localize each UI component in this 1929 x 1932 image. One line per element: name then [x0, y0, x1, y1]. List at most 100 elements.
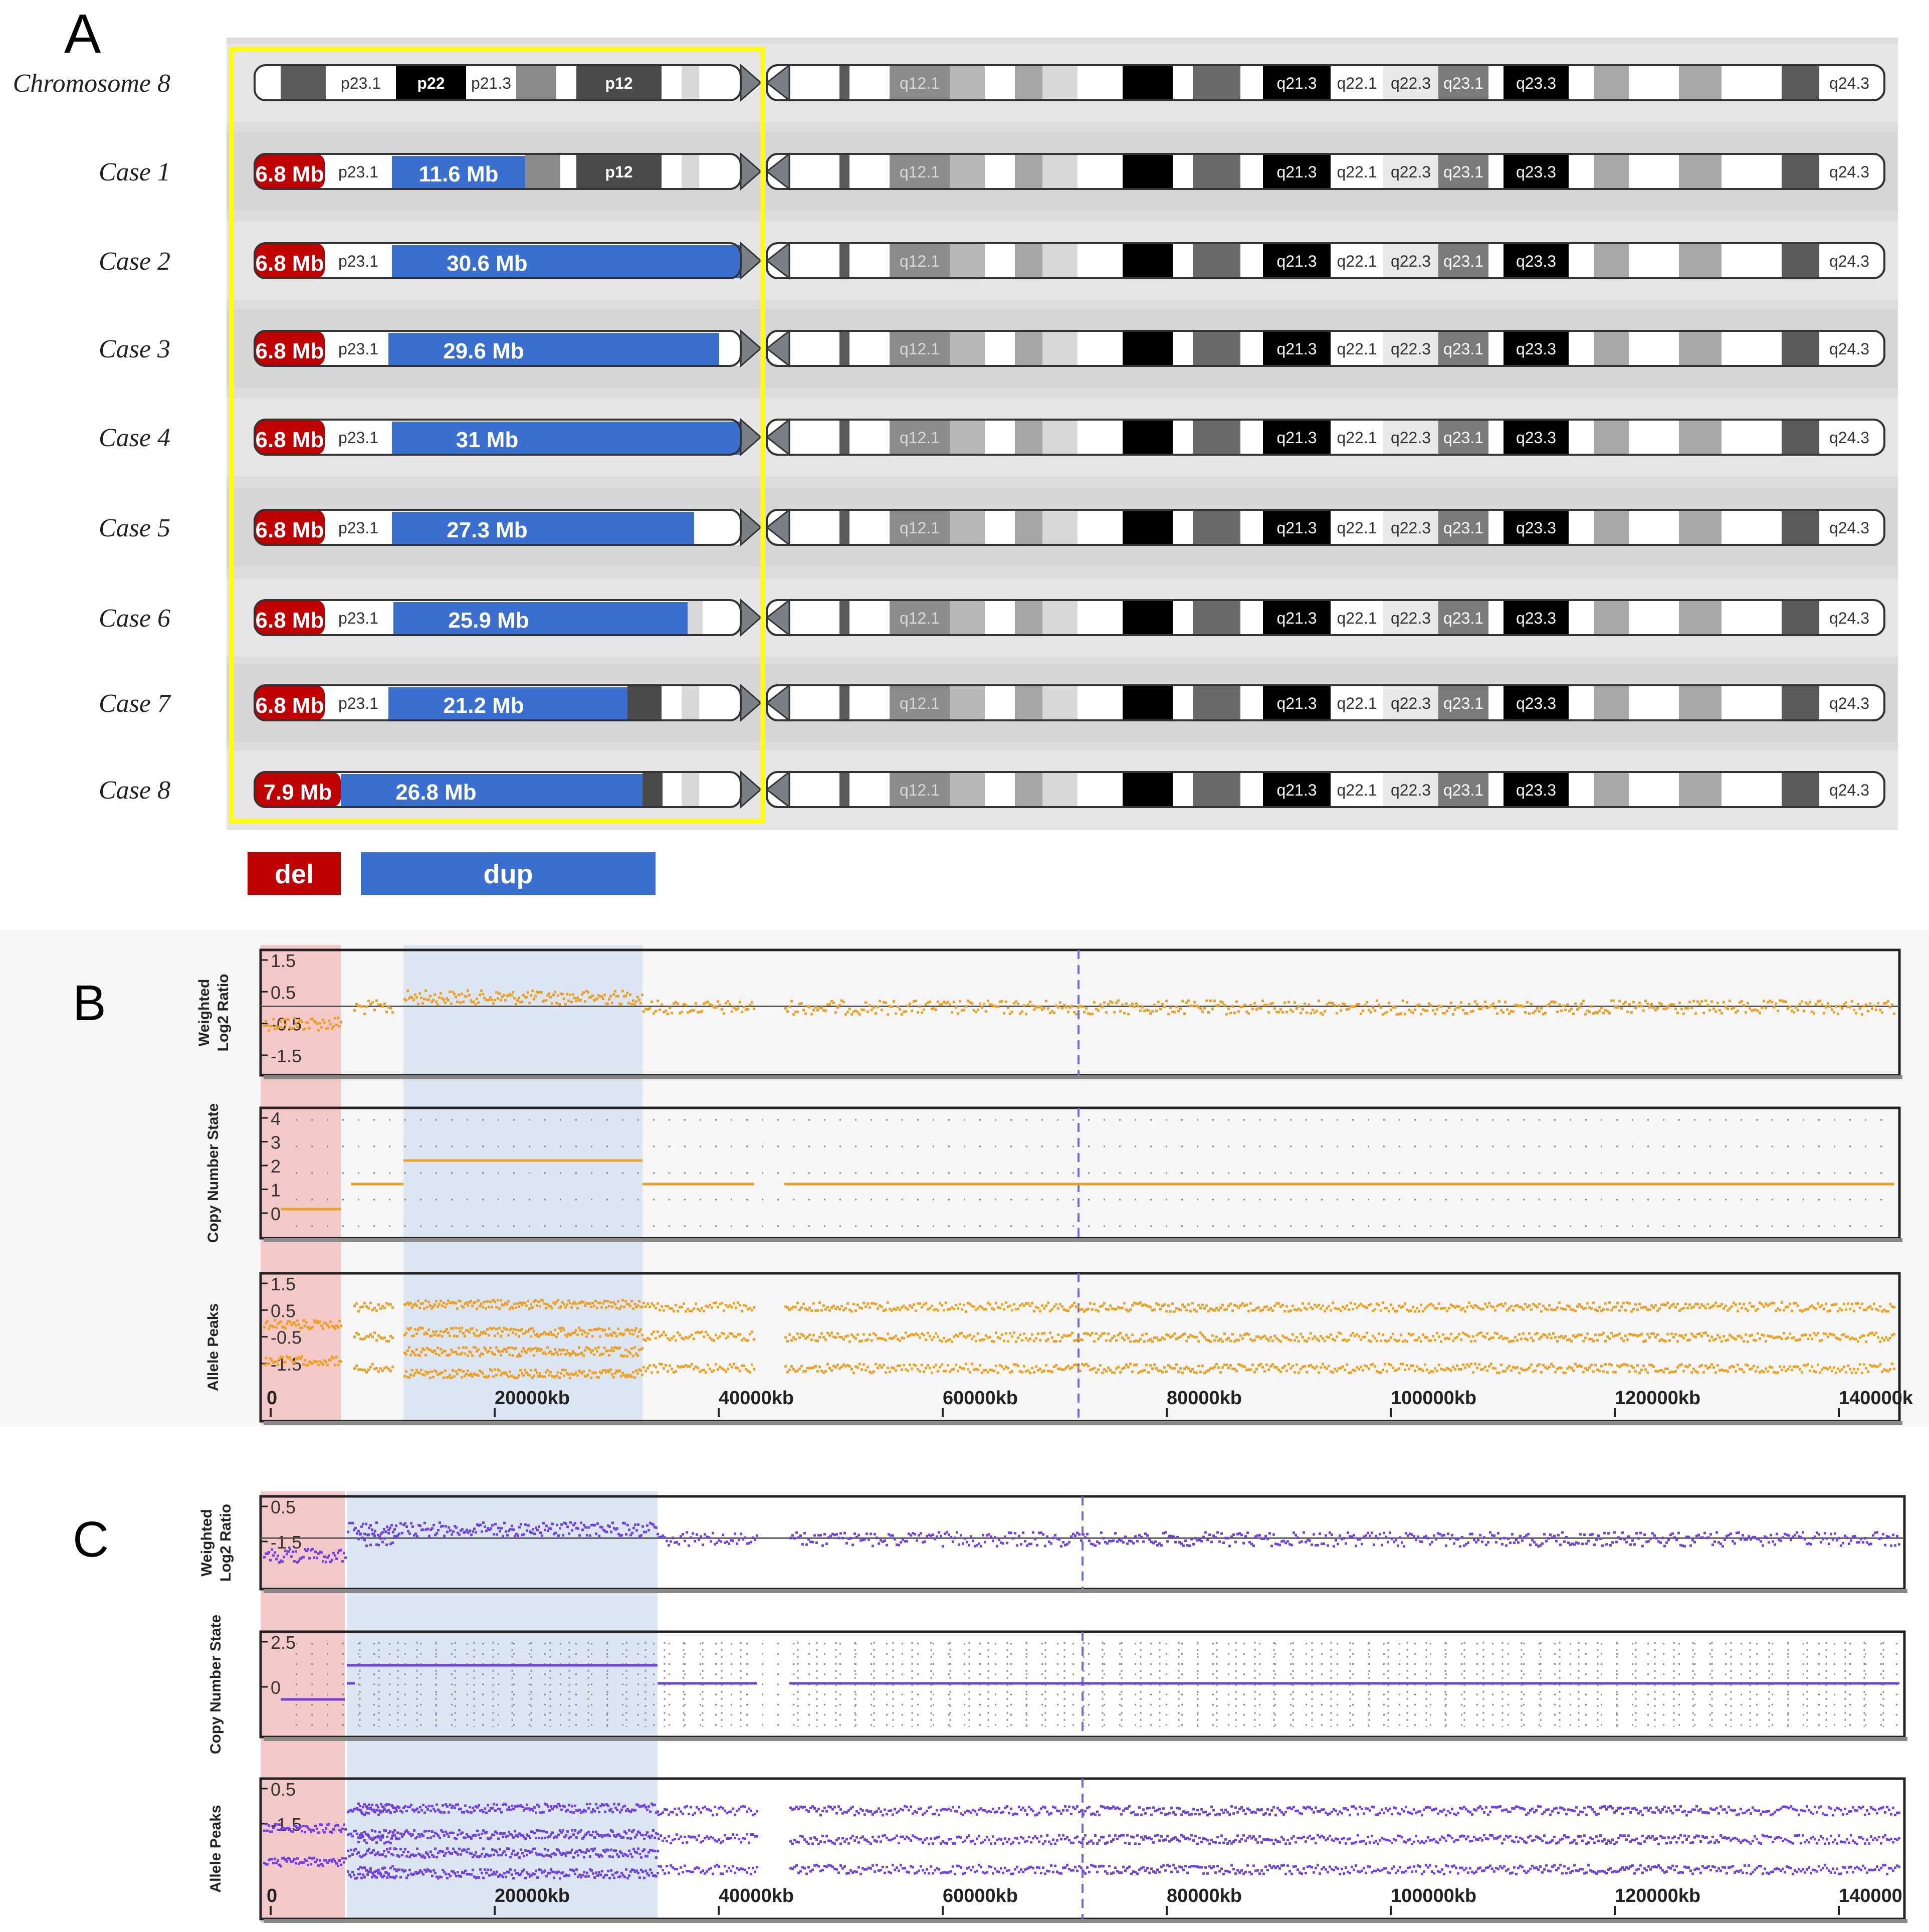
probe-point — [1119, 1371, 1122, 1374]
probe-point — [1729, 1000, 1731, 1002]
probe-point — [995, 1302, 997, 1304]
probe-point — [1045, 1364, 1047, 1367]
probe-point — [323, 1022, 326, 1024]
probe-point — [828, 1309, 831, 1312]
probe-point — [1747, 1309, 1749, 1312]
probe-point — [1113, 1335, 1116, 1337]
probe-point — [549, 996, 552, 999]
probe-point — [1456, 1365, 1458, 1367]
probe-point — [1632, 1001, 1635, 1004]
probe-point — [461, 1376, 463, 1379]
probe-point — [1735, 1338, 1737, 1340]
probe-point — [659, 1309, 661, 1311]
probe-point — [675, 1339, 677, 1342]
probe-point — [1155, 1367, 1158, 1370]
probe-point — [634, 1523, 636, 1526]
probe-point — [1246, 1531, 1249, 1534]
probe-point — [614, 1303, 616, 1305]
band — [1193, 331, 1240, 366]
probe-point — [657, 1000, 659, 1002]
probe-point — [512, 991, 514, 994]
probe-point — [1604, 1302, 1607, 1305]
probe-point — [1853, 1009, 1855, 1011]
q-band-label: q23.3 — [1516, 429, 1556, 447]
band — [1015, 243, 1042, 278]
probe-point — [848, 1365, 851, 1368]
probe-point — [840, 1366, 843, 1368]
probe-point — [1848, 1542, 1850, 1545]
probe-point — [1027, 1369, 1029, 1372]
probe-point — [1626, 1011, 1629, 1013]
probe-point — [465, 1301, 468, 1304]
probe-point — [875, 1012, 877, 1015]
probe-point — [453, 1334, 456, 1337]
probe-point — [743, 1006, 745, 1008]
probe-point — [927, 1364, 929, 1367]
probe-point — [390, 1524, 393, 1526]
probe-point — [1865, 1340, 1867, 1343]
probe-point — [1789, 1303, 1791, 1305]
probe-point — [459, 1369, 462, 1372]
probe-point — [1296, 1336, 1298, 1338]
probe-point — [490, 1527, 492, 1530]
probe-point — [328, 1555, 330, 1557]
probe-point — [818, 1336, 821, 1338]
probe-point — [1464, 1367, 1466, 1369]
probe-point — [1031, 1333, 1033, 1336]
probe-point — [1468, 1365, 1470, 1368]
probe-point — [409, 1327, 412, 1329]
probe-point — [953, 1368, 955, 1370]
probe-point — [534, 1347, 537, 1349]
probe-point — [1061, 1007, 1063, 1010]
probe-point — [1811, 1337, 1813, 1340]
probe-point — [521, 1328, 523, 1330]
probe-point — [1017, 1003, 1019, 1005]
probe-point — [921, 1364, 923, 1367]
probe-point — [581, 1333, 583, 1335]
probe-point — [500, 1299, 502, 1302]
probe-point — [682, 1533, 684, 1535]
probe-point — [992, 1539, 994, 1542]
probe-point — [1392, 1333, 1394, 1335]
probe-point — [1378, 1304, 1380, 1306]
probe-point — [1227, 1367, 1230, 1369]
probe-point — [1863, 1334, 1865, 1337]
track-title: Weighted — [198, 1509, 215, 1576]
probe-point — [470, 1300, 472, 1302]
probe-point — [284, 1024, 287, 1026]
probe-point — [1430, 1339, 1432, 1342]
probe-point — [1577, 1542, 1580, 1544]
band — [1123, 65, 1173, 100]
probe-point — [1501, 1543, 1504, 1545]
probe-point — [837, 1537, 840, 1539]
probe-point — [826, 1332, 829, 1334]
probe-point — [590, 1329, 592, 1331]
band — [703, 600, 723, 635]
probe-point — [1342, 1366, 1344, 1368]
probe-point — [1554, 1001, 1557, 1004]
probe-point — [663, 1309, 665, 1312]
probe-point — [798, 1308, 801, 1311]
probe-point — [620, 1534, 623, 1536]
band — [1629, 510, 1679, 545]
probe-point — [1687, 1536, 1690, 1538]
probe-point — [512, 1354, 514, 1357]
band — [1782, 600, 1819, 635]
band — [1078, 65, 1123, 100]
probe-point — [885, 1308, 887, 1311]
probe-point — [489, 996, 492, 999]
probe-point — [1322, 1363, 1324, 1366]
probe-point — [1077, 1366, 1080, 1369]
probe-point — [379, 1307, 382, 1310]
probe-point — [1190, 1538, 1193, 1540]
probe-point — [905, 1010, 907, 1013]
probe-point — [1088, 1539, 1091, 1542]
probe-point — [1057, 1006, 1059, 1009]
probe-point — [1582, 1340, 1585, 1342]
dup-size-label: 21.2 Mb — [443, 693, 524, 718]
probe-point — [1450, 1333, 1452, 1335]
probe-point — [1635, 1532, 1638, 1534]
q-band-label: q23.1 — [1443, 519, 1483, 537]
probe-point — [533, 998, 535, 1001]
dup-segment — [393, 602, 688, 635]
